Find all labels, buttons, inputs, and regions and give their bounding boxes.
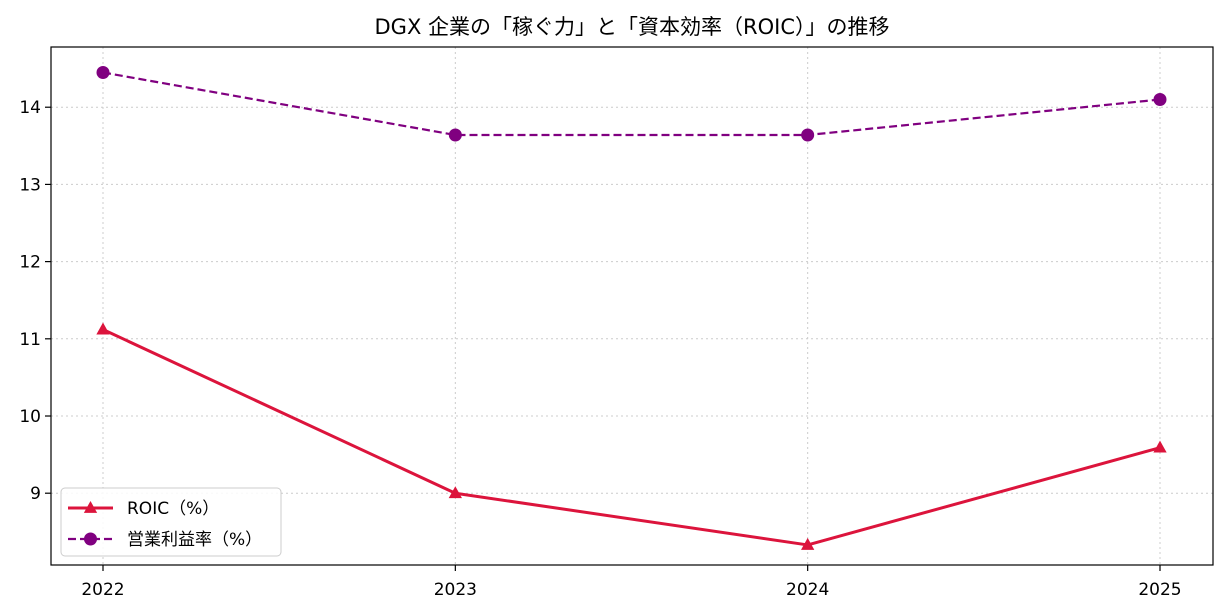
data-point (801, 128, 815, 142)
y-tick-label: 10 (19, 407, 41, 427)
series-2 (96, 65, 1167, 142)
series-line (102, 71, 1161, 137)
x-tick-label: 2025 (1138, 580, 1181, 600)
series-line (102, 328, 1161, 547)
legend-marker (83, 501, 98, 513)
series-1 (96, 322, 1167, 550)
y-tick-label: 14 (19, 98, 41, 118)
x-tick-label: 2024 (786, 580, 829, 600)
x-tick-label: 2023 (434, 580, 477, 600)
series-layer (96, 65, 1167, 550)
y-tick-label: 9 (30, 484, 41, 504)
y-tick-label: 12 (19, 253, 41, 273)
data-point (448, 128, 462, 142)
data-point (96, 65, 110, 79)
y-tick-label: 11 (19, 330, 41, 350)
x-axis: 2022 2023 2024 2025 (81, 565, 1182, 600)
data-point (801, 537, 815, 550)
grid (51, 47, 1213, 565)
plot-area (50, 46, 1214, 566)
data-point (1153, 92, 1167, 106)
data-point (448, 486, 462, 499)
legend-label: 営業利益率（%） (127, 530, 262, 550)
y-axis: 9 10 11 12 13 14 (19, 98, 51, 504)
legend-item: 営業利益率（%） (68, 530, 262, 550)
legend-marker (84, 532, 97, 546)
legend-item: ROIC（%） (68, 499, 219, 519)
legend-label: ROIC（%） (127, 499, 219, 519)
data-point (1153, 440, 1167, 453)
legend-frame (60, 487, 282, 557)
y-tick-label: 13 (19, 175, 41, 195)
data-point (96, 322, 110, 335)
legend: ROIC（%） 営業利益率（%） (60, 487, 282, 557)
x-tick-label: 2022 (81, 580, 124, 600)
chart-title: DGX 企業の「稼ぐ力」と「資本効率（ROIC）」の推移 (375, 15, 890, 39)
